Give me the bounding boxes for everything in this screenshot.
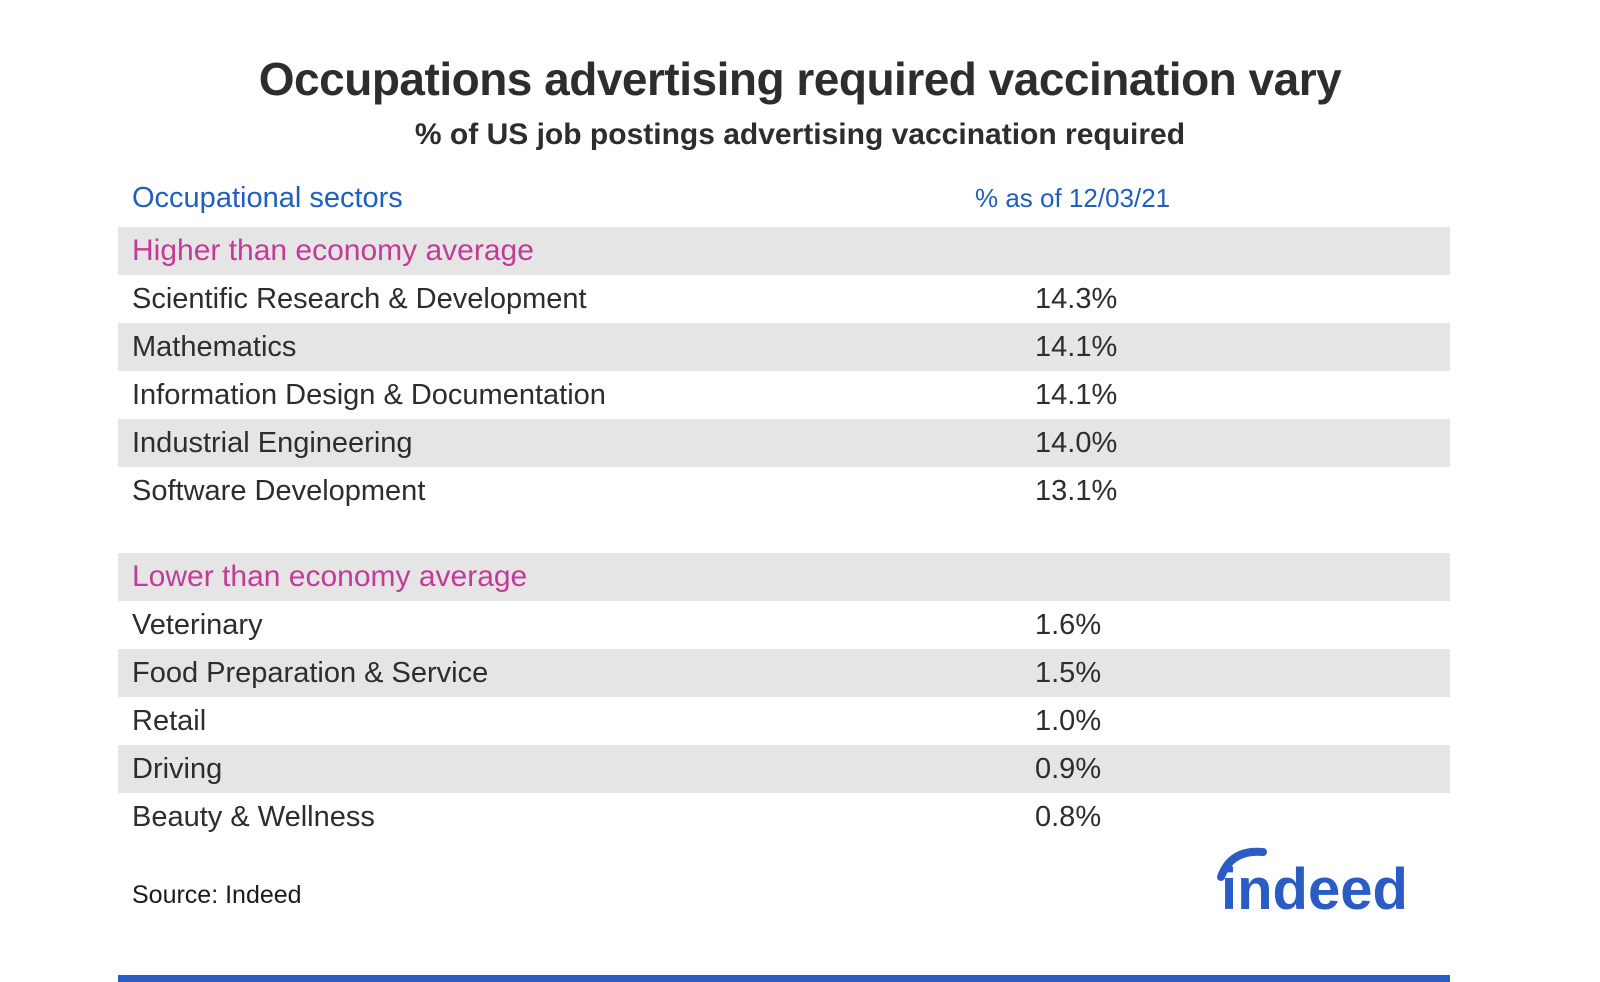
table-row: Veterinary 1.6%: [118, 601, 1450, 649]
sector-name: Beauty & Wellness: [132, 800, 375, 833]
source-attribution: Source: Indeed: [132, 881, 302, 909]
footer-accent-bar: [118, 975, 1450, 982]
sector-name: Software Development: [132, 474, 426, 507]
table-header-row: Occupational sectors % as of 12/03/21: [118, 178, 1450, 227]
sector-value: 14.1%: [1035, 378, 1118, 411]
sector-name: Veterinary: [132, 608, 263, 641]
section-header-label: Higher than economy average: [132, 234, 534, 267]
sector-value: 14.1%: [1035, 330, 1118, 363]
table-row: Driving 0.9%: [118, 745, 1450, 793]
indeed-logo: indeed: [1205, 843, 1445, 926]
table-row: Food Preparation & Service 1.5%: [118, 649, 1450, 697]
section-header: Higher than economy average: [118, 227, 1450, 275]
sector-name: Industrial Engineering: [132, 426, 413, 459]
sector-value: 1.0%: [1035, 704, 1102, 737]
data-table: Occupational sectors % as of 12/03/21 Hi…: [118, 178, 1450, 841]
column-header-sectors: Occupational sectors: [132, 182, 403, 214]
sector-name: Information Design & Documentation: [132, 378, 606, 411]
chart-subtitle: % of US job postings advertising vaccina…: [414, 118, 1186, 151]
sector-value: 13.1%: [1035, 474, 1118, 507]
table-row: Scientific Research & Development 14.3%: [118, 275, 1450, 323]
section-lower: Lower than economy average Veterinary 1.…: [118, 553, 1450, 841]
sector-name: Mathematics: [132, 330, 297, 363]
section-higher: Higher than economy average Scientific R…: [118, 227, 1450, 515]
table-row: Industrial Engineering 14.0%: [118, 419, 1450, 467]
indeed-logo-wordmark: indeed: [1221, 857, 1408, 921]
column-header-percent: % as of 12/03/21: [975, 183, 1171, 213]
sector-value: 0.9%: [1035, 752, 1102, 785]
section-rows: Scientific Research & Development 14.3% …: [118, 275, 1450, 515]
section-header: Lower than economy average: [118, 553, 1450, 601]
sector-name: Driving: [132, 752, 223, 785]
sector-value: 1.5%: [1035, 656, 1102, 689]
indeed-logo-swoosh-icon: [1217, 847, 1267, 881]
sector-value: 14.3%: [1035, 282, 1118, 315]
table-row: Software Development 13.1%: [118, 467, 1450, 515]
table-row: Beauty & Wellness 0.8%: [118, 793, 1450, 841]
table-row: Mathematics 14.1%: [118, 323, 1450, 371]
table-row: Information Design & Documentation 14.1%: [118, 371, 1450, 419]
sector-value: 1.6%: [1035, 608, 1102, 641]
table-row: Retail 1.0%: [118, 697, 1450, 745]
sector-value: 14.0%: [1035, 426, 1118, 459]
sector-value: 0.8%: [1035, 800, 1102, 833]
chart-title: Occupations advertising required vaccina…: [258, 53, 1342, 105]
section-divider-gap: [118, 515, 1450, 553]
sector-name: Scientific Research & Development: [132, 282, 587, 315]
sector-name: Retail: [132, 704, 207, 737]
sector-name: Food Preparation & Service: [132, 656, 489, 689]
section-header-label: Lower than economy average: [132, 560, 528, 593]
section-rows: Veterinary 1.6% Food Preparation & Servi…: [118, 601, 1450, 841]
